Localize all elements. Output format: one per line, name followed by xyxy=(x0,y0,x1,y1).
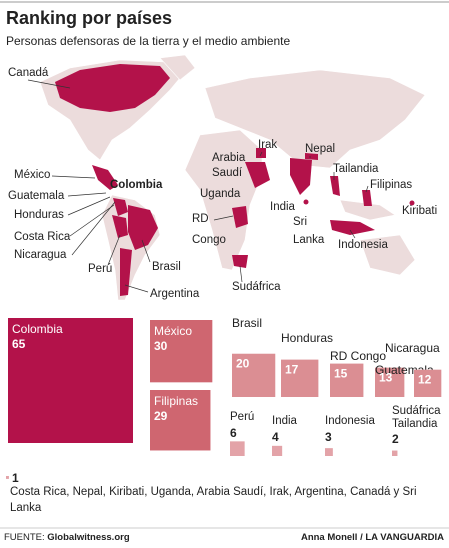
value-square xyxy=(272,445,283,456)
value-square xyxy=(281,359,319,397)
square-value: 15 xyxy=(334,367,348,381)
square-value: 20 xyxy=(236,357,250,371)
chart-subtitle: Personas defensoras de la tierra y el me… xyxy=(6,34,290,48)
map-label: Kiribati xyxy=(402,205,437,217)
square-name: Tailandia xyxy=(392,418,438,430)
value-square xyxy=(150,390,211,451)
map-label: Filipinas xyxy=(370,179,412,191)
map-label: Perú xyxy=(88,263,112,275)
square-value: 2 xyxy=(392,432,399,446)
value-square xyxy=(330,363,364,397)
square-value: 6 xyxy=(230,426,237,440)
map-label: Canadá xyxy=(8,67,49,79)
map-label: Argentina xyxy=(150,288,200,300)
map-label: Irak xyxy=(258,139,277,151)
leader-lines xyxy=(27,79,369,293)
chart-title: Ranking por países xyxy=(6,8,172,28)
source-label: FUENTE: xyxy=(4,532,45,543)
map-label: México xyxy=(14,169,50,181)
value-square xyxy=(150,320,213,383)
credit: Anna Monell / LA VANGUARDIA xyxy=(301,532,444,543)
map-label: Colombia xyxy=(110,179,163,191)
map-label: Sudáfrica xyxy=(232,281,281,293)
value-square xyxy=(325,448,333,456)
value-square xyxy=(6,476,9,479)
square-value: 29 xyxy=(154,409,168,423)
map-label: Saudí xyxy=(212,167,243,179)
square-name: Indonesia xyxy=(325,415,375,427)
map-label: RD xyxy=(192,213,209,225)
value-square xyxy=(232,353,276,397)
square-value: 3 xyxy=(325,430,332,444)
square-name: RD Congo xyxy=(330,349,386,363)
square-value: 13 xyxy=(379,371,393,385)
source-name: Globalwitness.org xyxy=(47,532,130,543)
value-square xyxy=(8,318,133,443)
map-label: Indonesia xyxy=(338,239,388,251)
map-label: Sri xyxy=(293,216,307,228)
map-label: Congo xyxy=(192,234,226,246)
map-label: Nepal xyxy=(305,143,335,155)
square-name: Honduras xyxy=(281,331,333,345)
map-label: Nicaragua xyxy=(14,249,67,261)
map-label: Brasil xyxy=(152,261,181,273)
square-name: Nicaragua xyxy=(385,341,440,355)
square-name: Colombia xyxy=(12,322,63,336)
square-value: 1 xyxy=(12,471,19,485)
square-value: 65 xyxy=(12,337,26,351)
map-label: Costa Rica xyxy=(14,231,71,243)
square-name: Filipinas xyxy=(154,394,198,408)
value-square xyxy=(230,441,245,456)
highlighted-countries xyxy=(55,64,415,296)
square-name: México xyxy=(154,324,192,338)
square-name: Sudáfrica xyxy=(392,405,441,417)
square-name: Perú xyxy=(230,411,254,423)
map-label: Guatemala xyxy=(8,190,65,202)
map-label: Tailandia xyxy=(333,163,379,175)
map-label: Lanka xyxy=(293,234,325,246)
square-value: 4 xyxy=(272,430,279,444)
map-label: Honduras xyxy=(14,209,64,221)
value-square xyxy=(375,367,405,397)
square-name: India xyxy=(272,415,298,427)
square-value: 12 xyxy=(418,373,432,387)
value-square xyxy=(392,450,398,456)
value-square xyxy=(414,369,442,397)
square-name: Brasil xyxy=(232,316,262,330)
source: FUENTE: Globalwitness.org xyxy=(4,532,130,543)
map-label: India xyxy=(270,201,296,213)
square-value: 17 xyxy=(285,363,299,377)
small-countries-list: Costa Rica, Nepal, Kiribati, Uganda, Ara… xyxy=(10,486,417,514)
map-label: Uganda xyxy=(200,188,241,200)
square-value: 30 xyxy=(154,339,168,353)
map-label: Arabia xyxy=(212,152,246,164)
